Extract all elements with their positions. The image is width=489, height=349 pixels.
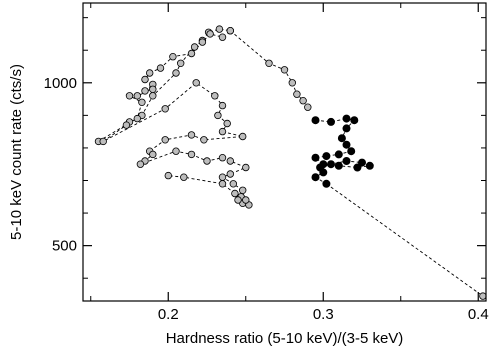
x-axis-ticks: 0.2 0.3 0.4 — [90, 3, 489, 323]
data-point-black — [365, 161, 374, 170]
data-point-grey — [141, 75, 149, 84]
data-points — [94, 25, 487, 300]
data-point-grey — [187, 49, 196, 58]
data-point-black — [337, 134, 346, 143]
data-point-grey — [238, 132, 247, 141]
data-point-grey — [99, 137, 107, 146]
x-tick-label: 0.4 — [468, 306, 489, 323]
data-point-grey — [234, 196, 242, 204]
plot-frame — [82, 2, 487, 302]
data-point-grey — [293, 90, 301, 98]
y-axis-label: 5-10 keV count rate (cts/s) — [8, 64, 25, 240]
data-point-grey — [242, 163, 250, 172]
y-axis-ticks: 500 1000 — [44, 17, 486, 279]
data-point-grey — [238, 186, 247, 194]
data-point-grey — [198, 38, 207, 46]
data-point-grey — [172, 69, 180, 77]
data-point-grey — [214, 111, 222, 120]
data-point-grey — [187, 150, 196, 159]
data-point-black — [311, 173, 320, 182]
data-point-grey — [218, 173, 227, 181]
data-point-grey — [211, 92, 219, 100]
data-point-black — [350, 116, 359, 125]
data-point-black — [353, 163, 362, 172]
data-point-black — [357, 158, 366, 167]
data-point-black — [311, 153, 320, 162]
data-point-grey — [149, 85, 157, 93]
data-point-grey — [172, 147, 180, 155]
data-point-grey — [149, 92, 157, 100]
data-point-grey — [133, 114, 141, 123]
data-point-black — [342, 140, 351, 149]
data-point-black — [347, 147, 356, 156]
data-point-grey — [226, 157, 234, 165]
data-point-grey — [161, 105, 169, 113]
data-point-grey — [304, 103, 312, 111]
data-point-grey — [169, 53, 177, 61]
data-point-black — [326, 117, 335, 126]
data-point-grey — [180, 173, 188, 181]
data-point-grey — [479, 292, 487, 300]
data-point-grey — [215, 25, 224, 33]
data-point-grey — [218, 153, 227, 162]
data-point-grey — [122, 121, 131, 129]
data-point-grey — [280, 66, 289, 74]
x-tick-label: 0.2 — [158, 306, 179, 323]
data-point-black — [342, 114, 351, 123]
data-point-grey — [226, 170, 234, 178]
data-point-black — [319, 168, 328, 177]
data-point-grey — [218, 33, 227, 41]
data-point-grey — [218, 101, 227, 110]
y-tick-label: 1000 — [44, 75, 77, 92]
data-point-black — [322, 179, 331, 188]
data-point-grey — [218, 180, 227, 188]
data-point-black — [334, 150, 343, 159]
data-point-grey — [145, 69, 154, 77]
data-point-grey — [223, 119, 231, 128]
x-tick-label: 0.3 — [313, 306, 334, 323]
data-point-grey — [156, 64, 165, 72]
data-point-black — [334, 161, 343, 170]
data-point-grey — [161, 136, 169, 144]
data-point-grey — [125, 92, 134, 100]
x-axis-label: Hardness ratio (5-10 keV)/(3-5 keV) — [166, 330, 404, 347]
data-point-grey — [203, 157, 211, 165]
data-point-grey — [226, 27, 234, 35]
data-point-grey — [231, 189, 239, 198]
data-point-grey — [299, 96, 307, 105]
data-point-grey — [192, 79, 200, 87]
data-point-grey — [187, 131, 196, 139]
data-point-grey — [164, 171, 172, 180]
data-point-grey — [149, 150, 157, 159]
data-point-grey — [136, 160, 145, 168]
data-point-black — [322, 152, 331, 161]
connecting-lines — [98, 28, 484, 297]
data-point-grey — [218, 127, 227, 136]
data-point-grey — [141, 87, 149, 95]
data-point-black — [311, 116, 320, 125]
data-point-grey — [176, 59, 185, 67]
data-point-grey — [200, 136, 208, 144]
y-tick-label: 500 — [52, 238, 77, 255]
data-point-grey — [138, 98, 146, 106]
data-point-grey — [133, 92, 141, 100]
data-point-grey — [206, 30, 214, 38]
data-point-black — [342, 124, 351, 133]
data-point-grey — [288, 79, 296, 87]
data-point-grey — [190, 43, 199, 51]
data-point-grey — [242, 196, 250, 204]
data-point-black — [342, 156, 351, 165]
series-line — [326, 183, 484, 297]
data-point-grey — [265, 59, 273, 67]
data-point-grey — [229, 180, 237, 188]
data-point-black — [326, 160, 335, 169]
